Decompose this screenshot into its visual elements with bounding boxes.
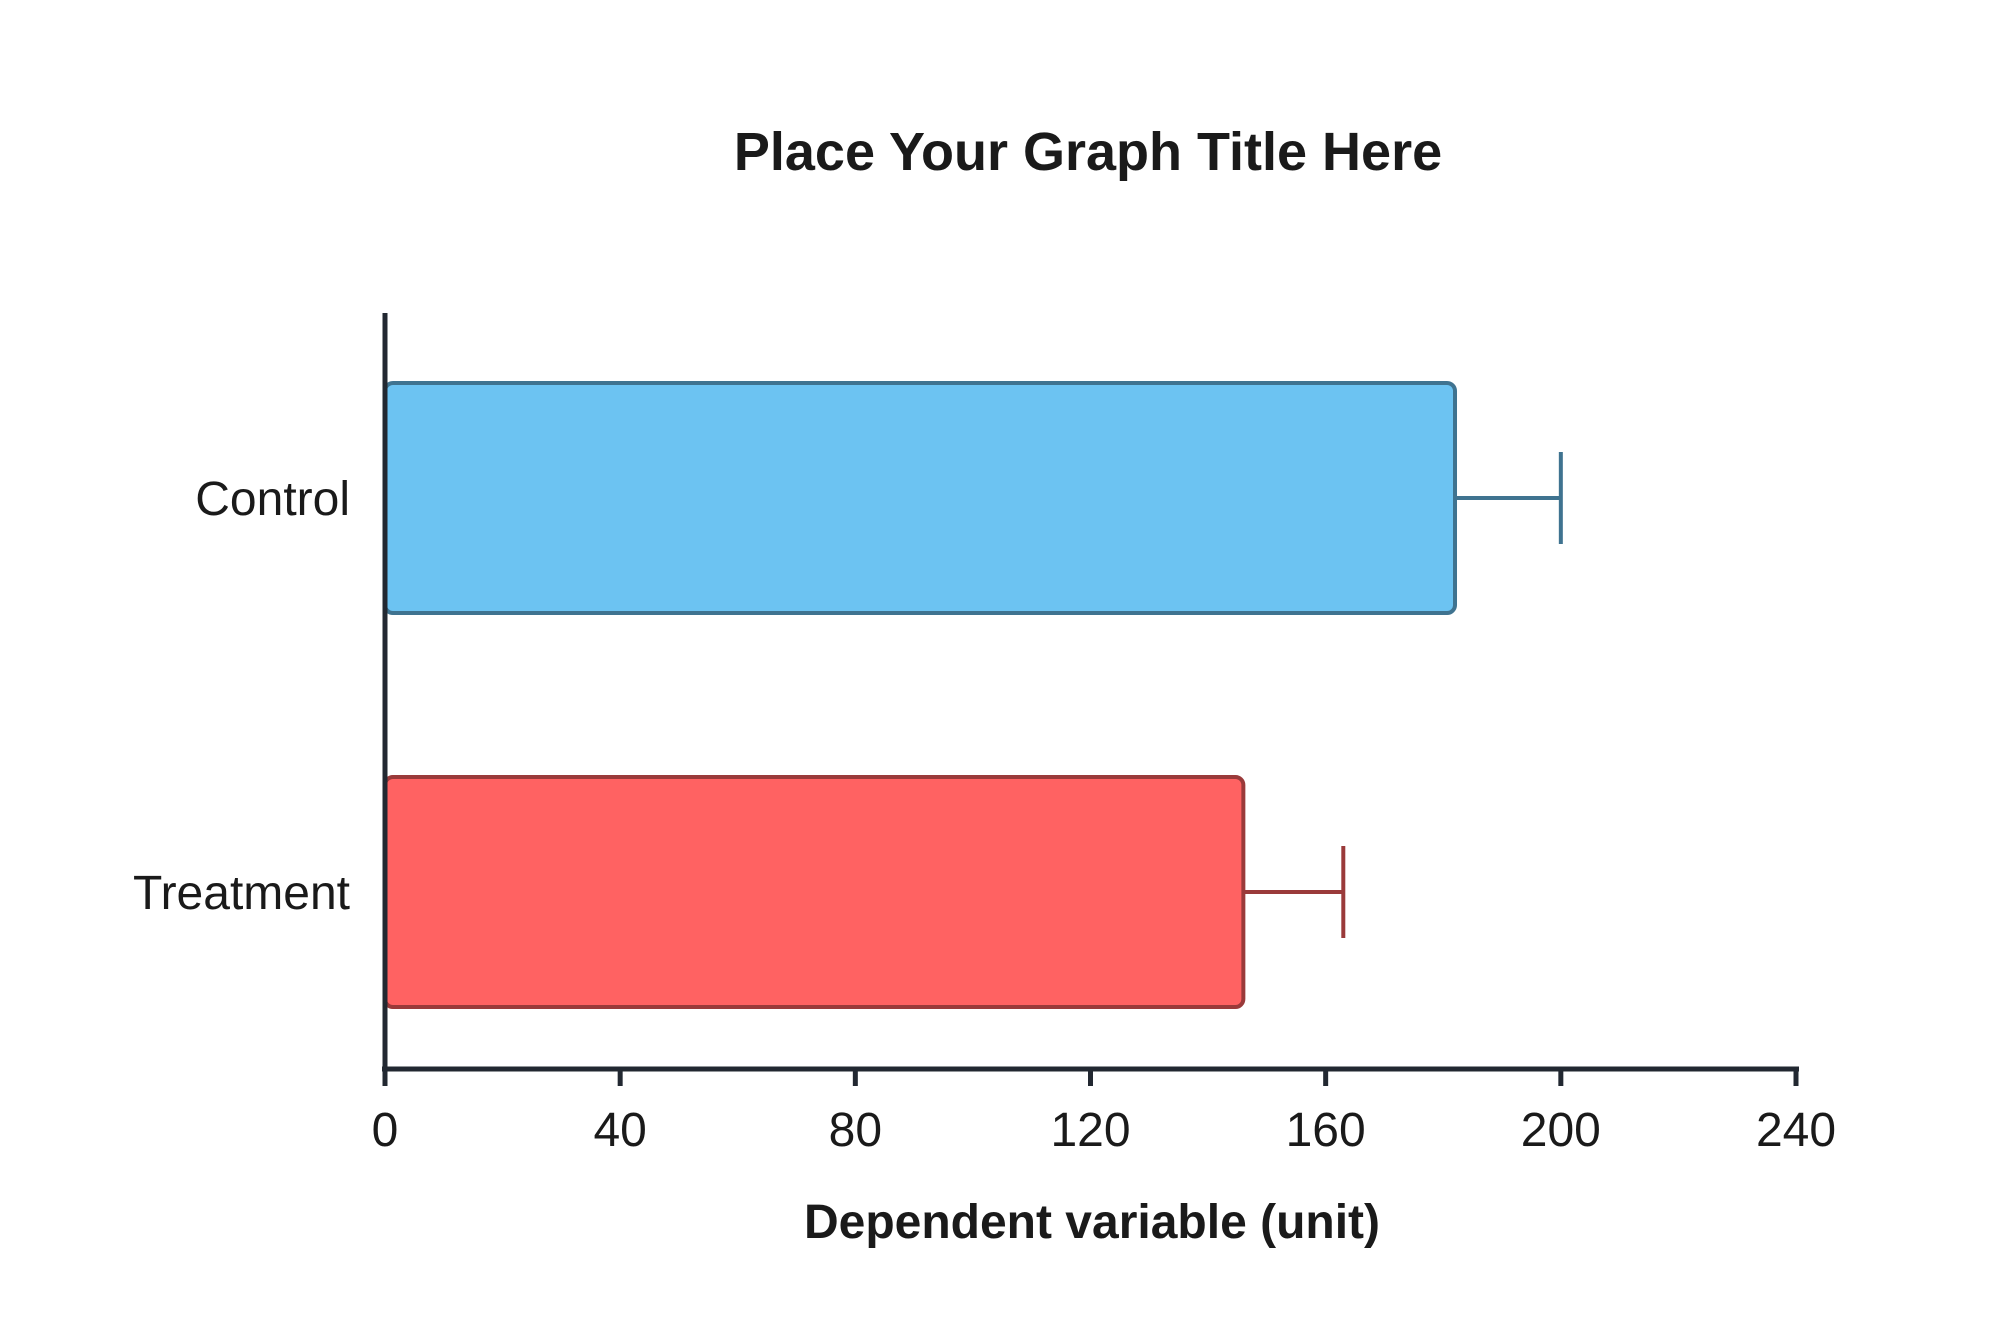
x-tick-label-160: 160 [1286, 1104, 1366, 1157]
x-tick-label-80: 80 [829, 1104, 882, 1157]
x-tick-label-0: 0 [372, 1104, 399, 1157]
bars-group [383, 381, 1458, 1009]
bar-control [383, 381, 1458, 615]
category-labels-group: Control Treatment [133, 473, 350, 920]
x-axis-label: Dependent variable (unit) [804, 1196, 1380, 1249]
x-tick-label-200: 200 [1521, 1104, 1601, 1157]
error-bars-group [1243, 452, 1563, 938]
bar-treatment [383, 775, 1246, 1009]
category-label-control: Control [195, 473, 350, 526]
x-tick-label-240: 240 [1756, 1104, 1836, 1157]
x-tick-label-40: 40 [593, 1104, 646, 1157]
x-tick-label-120: 120 [1050, 1104, 1130, 1157]
category-label-treatment: Treatment [133, 867, 350, 920]
x-ticks-group: 0 40 80 120 160 200 240 [372, 1069, 1836, 1157]
chart-title: Place Your Graph Title Here [734, 122, 1442, 182]
